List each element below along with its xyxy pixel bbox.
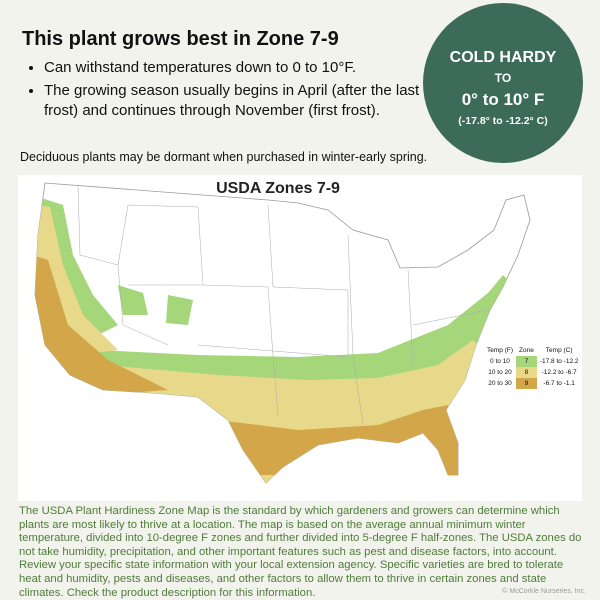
bullet: Can withstand temperatures down to 0 to … bbox=[44, 58, 454, 78]
legend-header: Temp (C) bbox=[545, 347, 573, 354]
map-title: USDA Zones 7-9 bbox=[216, 180, 340, 197]
legend-cell: 0 to 10 bbox=[490, 358, 510, 365]
legend-header: Zone bbox=[519, 347, 534, 354]
legend-zone: 7 bbox=[516, 356, 537, 367]
badge-text: COLD HARDY bbox=[449, 49, 557, 66]
bullet: The growing season usually begins in Apr… bbox=[44, 81, 454, 121]
legend-cell: 10 to 20 bbox=[488, 369, 512, 376]
bullet-list: Can withstand temperatures down to 0 to … bbox=[28, 58, 454, 124]
badge-text: 0° to 10° F bbox=[461, 90, 545, 109]
title: This plant grows best in Zone 7-9 bbox=[22, 28, 339, 50]
state-lines bbox=[77, 184, 489, 426]
legend-zone: 9 bbox=[516, 378, 537, 389]
map-graphic bbox=[34, 182, 531, 484]
legend-cell: -17.8 to -12.2 bbox=[539, 358, 579, 365]
note: Deciduous plants may be dormant when pur… bbox=[20, 150, 428, 164]
legend-cell: -12.2 to -6.7 bbox=[541, 369, 577, 376]
badge-text: TO bbox=[494, 71, 512, 85]
badge-text: (-17.8° to -12.2° C) bbox=[458, 115, 548, 127]
copyright: © McCorkle Nurseries, Inc. bbox=[502, 588, 586, 595]
description: The USDA Plant Hardiness Zone Map is the… bbox=[19, 505, 582, 599]
badge: COLD HARDY TO 0° to 10° F (-17.8° to -12… bbox=[423, 3, 583, 163]
map: USDA Zones 7-9 Temp (F) Zone Temp (C) 0 to… bbox=[18, 175, 582, 501]
legend-header: Temp (F) bbox=[487, 347, 513, 354]
legend: Temp (F) Zone Temp (C) 0 to 10 7 -17.8 to -1… bbox=[484, 345, 582, 389]
legend-zone: 8 bbox=[516, 367, 537, 378]
legend-cell: 20 to 30 bbox=[488, 380, 512, 387]
legend-cell: -6.7 to -1.1 bbox=[543, 380, 575, 387]
